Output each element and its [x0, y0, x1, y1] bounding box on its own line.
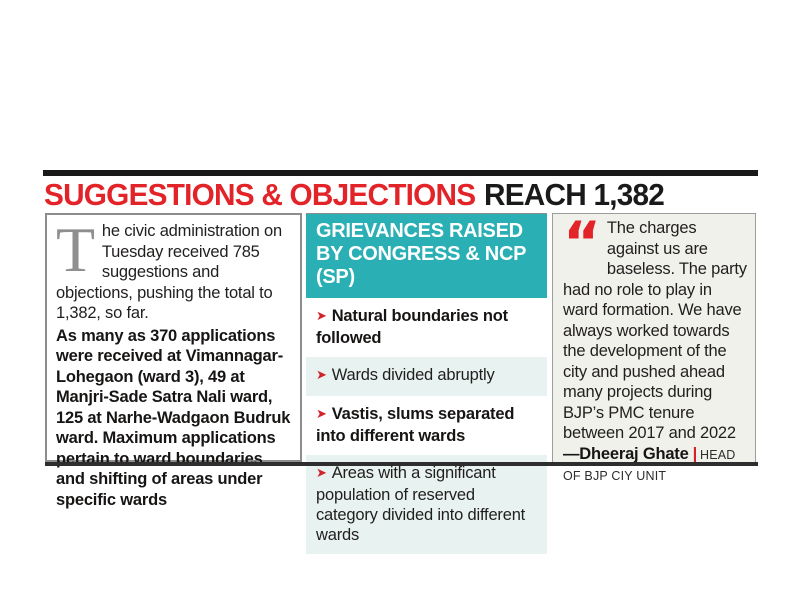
- list-item: ➤ Natural boundaries not followed: [306, 298, 547, 357]
- grievances-header: GRIEVANCES RAISED BY CONGRESS & NCP (SP): [306, 214, 547, 298]
- list-item-text: Wards divided abruptly: [331, 366, 495, 384]
- arrow-bullet-icon: ➤: [316, 466, 327, 481]
- quote-paragraph: “The charges against us are baseless. Th…: [563, 209, 747, 487]
- list-item: ➤ Vastis, slums separated into different …: [306, 396, 547, 455]
- attribution-divider: |: [692, 444, 698, 463]
- headline: SUGGESTIONS & OBJECTIONS REACH 1,382: [44, 177, 665, 212]
- bottom-rule: [45, 462, 758, 466]
- grievances-column: GRIEVANCES RAISED BY CONGRESS & NCP (SP)…: [306, 213, 547, 554]
- list-item-text: Natural boundaries not followed: [316, 307, 508, 347]
- quote-icon: “: [563, 209, 601, 277]
- arrow-bullet-icon: ➤: [316, 309, 327, 324]
- quote-column: “The charges against us are baseless. Th…: [552, 213, 756, 483]
- list-item: ➤ Areas with a significant population of …: [306, 455, 547, 554]
- arrow-bullet-icon: ➤: [316, 368, 327, 383]
- headline-red-text: SUGGESTIONS & OBJECTIONS: [44, 177, 476, 212]
- headline-black-text: REACH 1,382: [483, 177, 665, 212]
- list-item-text: Vastis, slums separated into different w…: [316, 405, 515, 445]
- dropcap: T: [56, 214, 95, 285]
- list-item-text: Areas with a significant population of r…: [316, 464, 526, 544]
- attribution-role: HEAD OF BJP CIY UNIT: [563, 447, 736, 484]
- arrow-bullet-icon: ➤: [316, 407, 327, 422]
- quote-text: The charges against us are baseless. The…: [563, 219, 747, 442]
- summary-bold-text: As many as 370 applications were receive…: [56, 326, 291, 509]
- summary-text: he civic administration on Tuesday recei…: [56, 222, 282, 322]
- list-item: ➤ Wards divided abruptly: [306, 357, 547, 396]
- top-rule: [43, 170, 758, 176]
- attribution-name: —Dheeraj Ghate: [563, 444, 689, 463]
